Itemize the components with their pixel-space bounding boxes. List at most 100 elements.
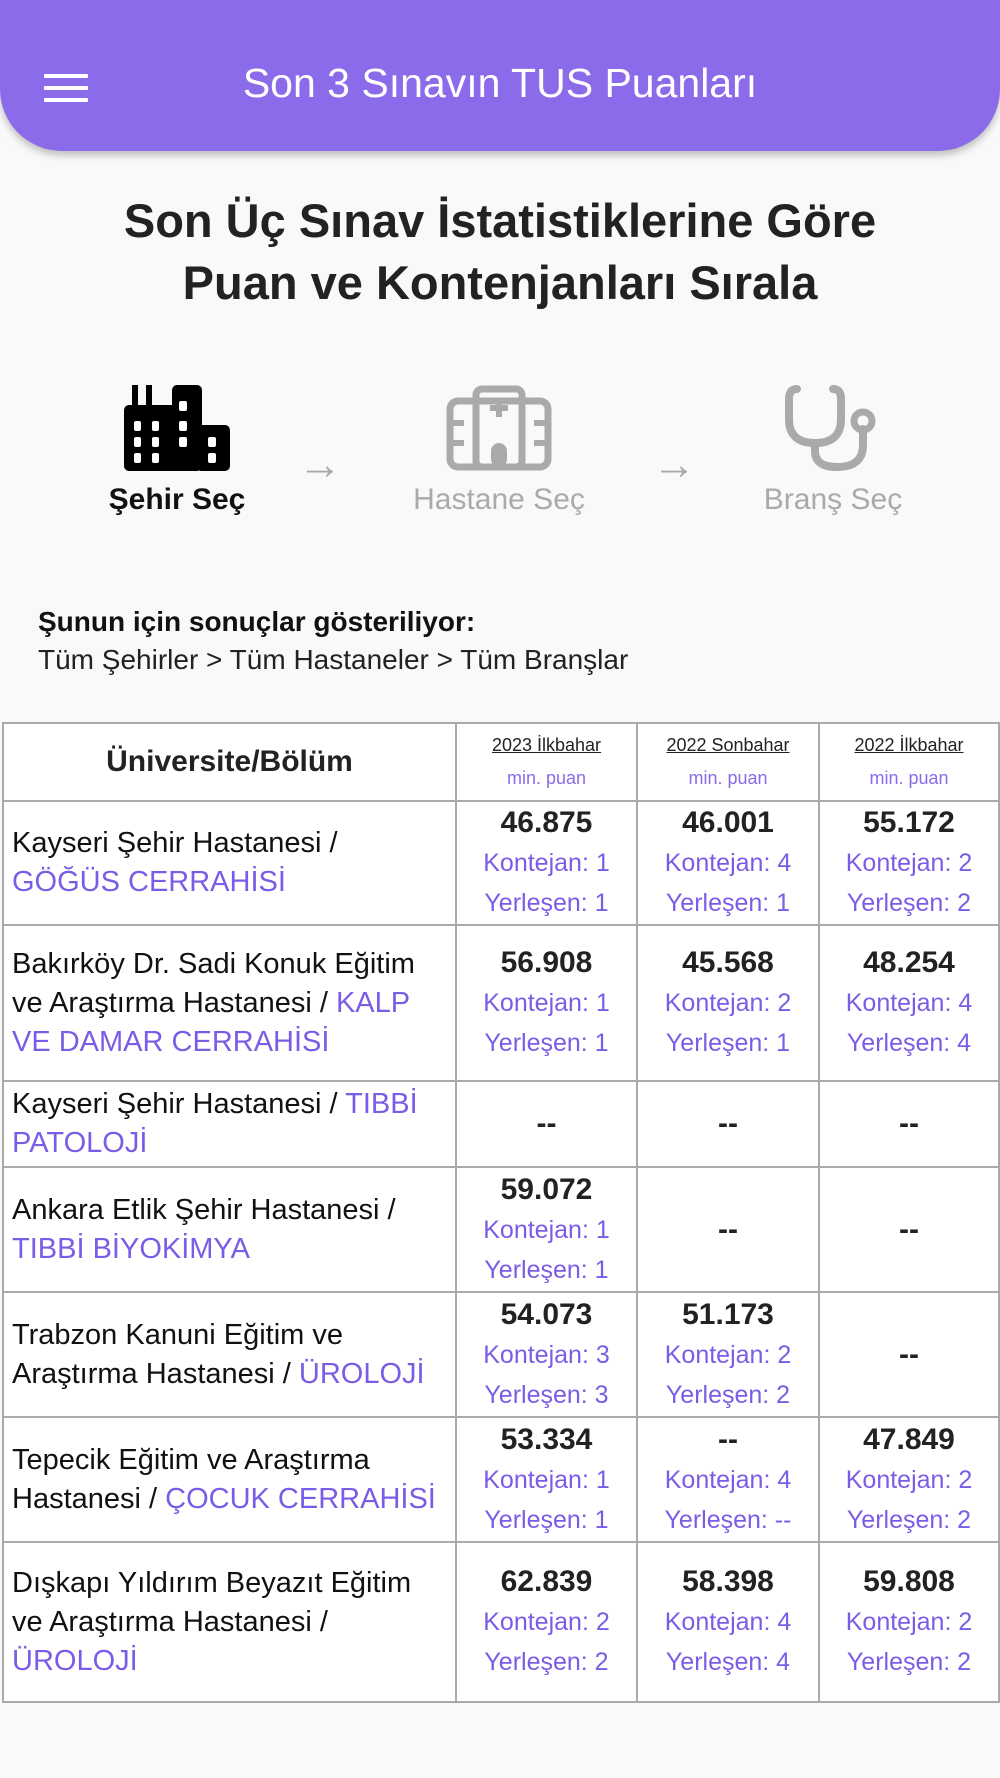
app-title: Son 3 Sınavın TUS Puanları (242, 60, 758, 106)
score-cell: 51.173 Kontejan: 2 Yerleşen: 2 (636, 1291, 820, 1418)
step-branch[interactable]: Branş Seç (713, 385, 953, 517)
score-cell: -- (636, 1166, 820, 1293)
step-label: Hastane Seç (413, 483, 585, 516)
hamburger-icon[interactable] (44, 74, 88, 102)
placed: Yerleşen: -- (664, 1505, 792, 1534)
score-cell: 53.334 Kontejan: 1 Yerleşen: 1 (455, 1416, 638, 1543)
quota: Kontejan: 1 (483, 1215, 610, 1244)
min-score-label: min. puan (688, 768, 768, 788)
min-score: 54.073 (500, 1297, 593, 1331)
no-data: -- (899, 1107, 919, 1140)
heading-line-1: Son Üç Sınav İstatistiklerine Göre (123, 194, 877, 247)
no-data: -- (899, 1337, 919, 1371)
quota: Kontejan: 3 (483, 1340, 610, 1369)
score-cell: 48.254 Kontejan: 4 Yerleşen: 4 (818, 924, 1000, 1082)
placed: Yerleşen: 2 (846, 1648, 972, 1676)
term-label: 2022 Sonbahar (666, 735, 790, 755)
header-term[interactable]: 2022 İlkbahar min. puan (818, 722, 1000, 802)
min-score: 62.839 (500, 1565, 593, 1598)
placed: Yerleşen: 1 (665, 1029, 791, 1057)
table-row[interactable]: Dışkapı Yıldırım Beyazıt Eğitim ve Araşt… (2, 1541, 1000, 1703)
quota: Kontejan: 2 (483, 1608, 610, 1636)
score-cell: -- (636, 1080, 820, 1168)
branch-name[interactable]: KALP VE DAMAR CERRAHİSİ (12, 986, 410, 1058)
hospital-name: Trabzon Kanuni Eğitim ve Araştırma Hasta… (12, 1318, 343, 1390)
table-row[interactable]: Tepecik Eğitim ve Araştırma Hastanesi / … (2, 1416, 1000, 1543)
hospital-branch-cell: Trabzon Kanuni Eğitim ve Araştırma Hasta… (2, 1291, 457, 1418)
table-row[interactable]: Kayseri Şehir Hastanesi / GÖĞÜS CERRAHİS… (2, 800, 1000, 926)
score-cell: -- (818, 1080, 1000, 1168)
step-hospital[interactable]: Hastane Seç (379, 385, 619, 517)
hospital-branch-cell: Dışkapı Yıldırım Beyazıt Eğitim ve Araşt… (2, 1541, 457, 1703)
quota: Kontejan: 2 (845, 849, 973, 877)
page-heading: Son Üç Sınav İstatistiklerine Göre Puan … (0, 190, 1000, 314)
branch-name[interactable]: ÜROLOJİ (298, 1357, 425, 1390)
min-score: 58.398 (682, 1565, 774, 1598)
hospital-icon (446, 385, 552, 471)
table-row[interactable]: Trabzon Kanuni Eğitim ve Araştırma Hasta… (2, 1291, 1000, 1418)
min-score: 59.072 (500, 1172, 593, 1206)
quota: Kontejan: 1 (483, 989, 610, 1017)
hospital-branch-cell: Bakırköy Dr. Sadi Konuk Eğitim ve Araştı… (2, 924, 457, 1082)
quota: Kontejan: 4 (664, 1608, 792, 1636)
app-bar: Son 3 Sınavın TUS Puanları (0, 0, 1000, 151)
branch-name[interactable]: ÜROLOJİ (12, 1644, 138, 1677)
score-cell: 45.568 Kontejan: 2 Yerleşen: 1 (636, 924, 820, 1082)
heading-line-2: Puan ve Kontenjanları Sırala (182, 256, 818, 309)
header-term[interactable]: 2023 İlkbahar min. puan (455, 722, 638, 802)
min-score-label: min. puan (869, 768, 949, 788)
hospital-branch-cell: Ankara Etlik Şehir Hastanesi / TIBBİ BİY… (2, 1166, 457, 1293)
score-cell: 54.073 Kontejan: 3 Yerleşen: 3 (455, 1291, 638, 1418)
placed: Yerleşen: 4 (665, 1648, 791, 1676)
hospital-name: Kayseri Şehir Hastanesi / (12, 1088, 346, 1120)
placed: Yerleşen: 2 (665, 1380, 791, 1409)
score-cell: -- (818, 1291, 1000, 1418)
min-score: 45.568 (682, 946, 774, 979)
arrow-right-icon: → (652, 440, 696, 489)
min-score: 53.334 (500, 1422, 593, 1456)
hospital-name: Tepecik Eğitim ve Araştırma Hastanesi / (12, 1443, 370, 1515)
hospital-branch-cell: Tepecik Eğitim ve Araştırma Hastanesi / … (2, 1416, 457, 1543)
quota: Kontejan: 1 (483, 849, 610, 877)
quota: Kontejan: 4 (845, 989, 973, 1017)
score-cell: 59.072 Kontejan: 1 Yerleşen: 1 (455, 1166, 638, 1293)
branch-name[interactable]: GÖĞÜS CERRAHİSİ (12, 866, 286, 898)
term-label: 2023 İlkbahar (491, 735, 602, 755)
score-cell: 46.001 Kontejan: 4 Yerleşen: 1 (636, 800, 820, 926)
min-score: 56.908 (500, 946, 593, 979)
branch-name[interactable]: ÇOCUK CERRAHİSİ (165, 1482, 436, 1515)
scores-table: Üniversite/Bölüm 2023 İlkbahar min. puan 2… (2, 722, 1000, 1703)
table-header: Üniversite/Bölüm 2023 İlkbahar min. puan 2… (2, 722, 1000, 802)
min-score-label: min. puan (506, 768, 587, 788)
table-row[interactable]: Bakırköy Dr. Sadi Konuk Eğitim ve Araştı… (2, 924, 1000, 1082)
branch-name[interactable]: TIBBİ PATOLOJİ (12, 1088, 418, 1159)
table-row[interactable]: Ankara Etlik Şehir Hastanesi / TIBBİ BİY… (2, 1166, 1000, 1293)
placed: Yerleşen: 2 (846, 1505, 972, 1534)
quota: Kontejan: 2 (845, 1465, 973, 1494)
score-cell: -- Kontejan: 4 Yerleşen: -- (636, 1416, 820, 1543)
branch-name[interactable]: TIBBİ BİYOKİMYA (12, 1232, 250, 1265)
no-data: -- (899, 1212, 919, 1246)
step-label: Branş Seç (763, 483, 903, 516)
table-row[interactable]: Kayseri Şehir Hastanesi / TIBBİ PATOLOJİ… (2, 1080, 1000, 1168)
score-cell: 62.839 Kontejan: 2 Yerleşen: 2 (455, 1541, 638, 1703)
placed: Yerleşen: 1 (665, 889, 791, 917)
hospital-name: Dışkapı Yıldırım Beyazıt Eğitim ve Araşt… (12, 1566, 412, 1638)
no-data: -- (718, 1212, 738, 1246)
quota: Kontejan: 2 (664, 1340, 792, 1369)
filter-breadcrumb[interactable]: Tüm Şehirler > Tüm Hastaneler > Tüm Bran… (38, 644, 629, 675)
step-city[interactable]: Şehir Seç (57, 385, 297, 517)
quota: Kontejan: 2 (845, 1608, 973, 1636)
header-term[interactable]: 2022 Sonbahar min. puan (636, 722, 820, 802)
score-cell: -- (818, 1166, 1000, 1293)
hospital-branch-cell: Kayseri Şehir Hastanesi / GÖĞÜS CERRAHİS… (2, 800, 457, 926)
min-score: 47.849 (863, 1422, 955, 1456)
score-cell: 46.875 Kontejan: 1 Yerleşen: 1 (455, 800, 638, 926)
min-score: 59.808 (863, 1565, 955, 1598)
min-score: 51.173 (682, 1297, 774, 1331)
quota: Kontejan: 1 (483, 1465, 610, 1494)
filter-title: Şunun için sonuçlar gösteriliyor: (38, 606, 476, 637)
min-score: -- (718, 1422, 738, 1456)
stethoscope-icon (785, 385, 876, 471)
score-cell: -- (455, 1080, 638, 1168)
